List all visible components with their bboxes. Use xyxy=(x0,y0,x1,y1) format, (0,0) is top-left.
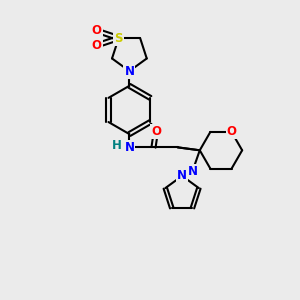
Text: N: N xyxy=(124,64,134,78)
Text: O: O xyxy=(92,24,102,37)
Text: N: N xyxy=(188,165,197,178)
Text: N: N xyxy=(177,169,187,182)
Text: O: O xyxy=(151,125,161,138)
Text: N: N xyxy=(124,141,134,154)
Text: H: H xyxy=(112,140,122,152)
Text: S: S xyxy=(114,32,123,45)
Text: O: O xyxy=(226,125,237,138)
Text: O: O xyxy=(92,39,102,52)
